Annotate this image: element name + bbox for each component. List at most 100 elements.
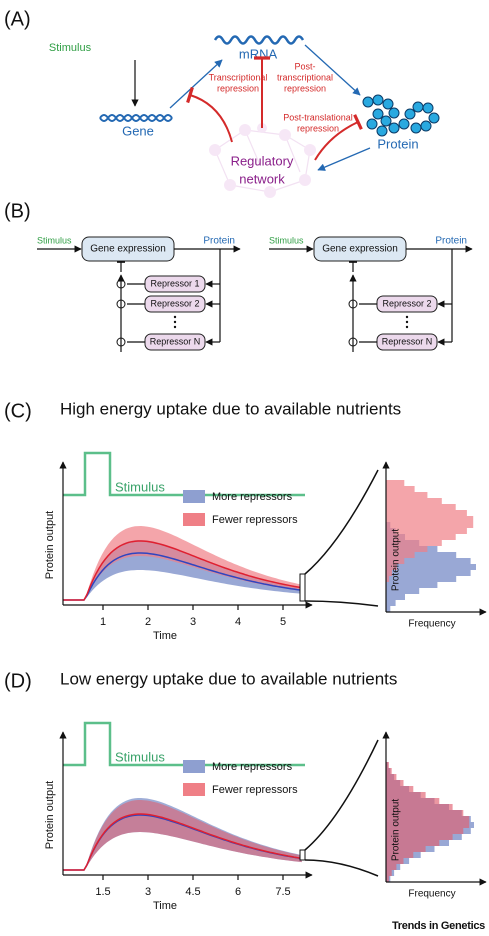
hist-bar <box>386 600 396 606</box>
hist-bar <box>386 762 389 768</box>
stimulus-trace <box>63 721 305 767</box>
hist-bar <box>386 552 457 558</box>
zoom-line <box>304 739 379 851</box>
x-tick-label: 3 <box>190 616 196 628</box>
repressor-label: Repressor N <box>382 336 433 346</box>
ellipsis-dot <box>405 315 409 319</box>
hist-bar <box>386 792 426 798</box>
repression-arrow <box>186 86 233 143</box>
circuit: Stimulus Gene expression Protein Repressor … <box>37 235 241 352</box>
x-tick-label: 1.5 <box>95 886 110 898</box>
mrna-strand <box>213 35 305 45</box>
repression-label: Transcriptional <box>209 72 268 82</box>
circuit: Stimulus Gene expression Protein Repressor … <box>269 235 473 352</box>
hist-y-label: Protein output <box>391 529 402 591</box>
legend-label: Fewer repressors <box>212 514 298 526</box>
hist-bar <box>386 570 392 576</box>
hist-bar <box>386 516 474 522</box>
hist-bar <box>386 510 467 516</box>
hist-bar <box>386 798 440 804</box>
hist-bar <box>386 834 453 840</box>
hist-bar <box>386 852 414 858</box>
panel-a: (A) Stimulus Gene mRNA Protein Regulator… <box>4 8 440 198</box>
protein-graphic <box>362 94 440 137</box>
footer: Trends in Genetics <box>392 920 485 932</box>
y-axis-label: Protein output <box>44 511 56 580</box>
x-tick-label: 3 <box>145 886 151 898</box>
legend-label: Fewer repressors <box>212 784 298 796</box>
dna <box>99 114 173 122</box>
panel-label: (A) <box>4 8 31 30</box>
gene-expression-label: Gene expression <box>90 244 166 255</box>
hist-bar <box>386 528 467 534</box>
hist-x-label: Frequency <box>408 619 455 630</box>
stimulus-label: Stimulus <box>269 235 304 245</box>
legend-swatch <box>183 513 205 526</box>
mean-line <box>63 813 301 871</box>
protein-label: Protein <box>377 136 418 151</box>
repressor-label: Repressor 2 <box>382 298 431 308</box>
gene-expression-label: Gene expression <box>322 244 398 255</box>
protein-label: Protein <box>435 236 467 247</box>
mrna-label: mRNA <box>239 46 278 61</box>
stimulus-label: Stimulus <box>49 42 92 54</box>
protein-label: Protein <box>203 236 235 247</box>
hist-bar <box>386 534 456 540</box>
hist-bar <box>386 504 456 510</box>
panel-c: (C) High energy uptake due to available n… <box>4 399 487 642</box>
panel-label: (B) <box>4 200 31 222</box>
hist-bar <box>386 492 428 498</box>
repressor-label: Repressor 1 <box>150 278 199 288</box>
hist-bar <box>386 846 426 852</box>
x-tick-label: 4.5 <box>185 886 200 898</box>
mean-line <box>63 540 301 601</box>
hist-bar <box>386 576 457 582</box>
legend-swatch <box>183 783 205 796</box>
x-tick-label: 4 <box>235 616 241 628</box>
stimulus-label: Stimulus <box>115 749 165 764</box>
hist-bar <box>386 594 405 600</box>
band <box>63 800 302 870</box>
hist-bar <box>386 822 470 828</box>
zoom-line <box>304 600 379 607</box>
hist-bar <box>386 522 474 528</box>
y-axis-label: Protein output <box>44 781 56 850</box>
x-axis-label: Time <box>153 630 177 642</box>
hist-bar <box>386 564 397 570</box>
hist-bar <box>386 840 440 846</box>
hist-bar <box>386 498 442 504</box>
hist-bar <box>386 804 453 810</box>
x-tick-label: 1 <box>100 616 106 628</box>
legend-swatch <box>183 760 205 773</box>
hist-bar <box>386 786 414 792</box>
ellipsis-dot <box>173 325 177 329</box>
zoom-line <box>304 469 379 575</box>
repression-label: Post- <box>294 61 315 71</box>
hist-y-label: Protein output <box>391 799 402 861</box>
repression-arrow <box>314 114 363 161</box>
repression-label: transcriptional <box>277 72 333 82</box>
repression-label: repression <box>284 83 326 93</box>
hist-bar <box>386 870 392 876</box>
hist-bar <box>386 828 464 834</box>
hist-bar <box>386 774 397 780</box>
arrow <box>169 59 223 109</box>
hist-bar <box>386 546 428 552</box>
hist-x-label: Frequency <box>408 889 455 900</box>
mean-line <box>63 552 301 601</box>
x-tick-label: 7.5 <box>275 886 290 898</box>
hist-bar <box>386 588 420 594</box>
repression-label: repression <box>297 123 339 133</box>
panel-label: (C) <box>4 400 32 422</box>
hist-bar <box>386 558 405 564</box>
hist-bar <box>386 480 405 486</box>
stimulus-trace <box>63 451 305 497</box>
hist-bar <box>386 858 404 864</box>
legend-swatch <box>183 490 205 503</box>
hist-bar <box>386 606 391 612</box>
ellipsis-dot <box>173 315 177 319</box>
hist-bar <box>386 864 397 870</box>
stimulus-label: Stimulus <box>115 479 165 494</box>
ellipsis-dot <box>173 320 177 324</box>
